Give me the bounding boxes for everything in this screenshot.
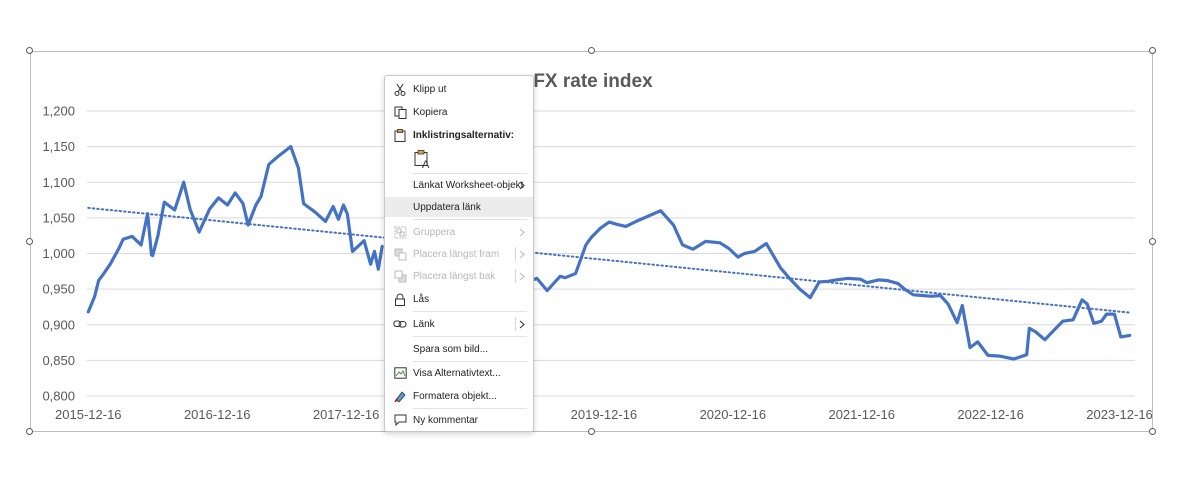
menu-label-group: Gruppera xyxy=(413,226,456,238)
copy-icon xyxy=(393,105,407,119)
menu-label-alt-text: Visa Alternativtext... xyxy=(413,367,501,379)
menu-label-send-to-back: Placera längst bak xyxy=(413,270,496,282)
y-tick-label: 0,900 xyxy=(42,317,75,332)
y-tick-label: 1,200 xyxy=(42,104,75,119)
menu-separator xyxy=(413,336,527,337)
chart-title: FX rate index xyxy=(533,71,653,92)
x-tick-label: 2023-12-16 xyxy=(1086,407,1153,422)
chevron-right-icon xyxy=(517,319,527,329)
resize-handle-top-center[interactable] xyxy=(588,47,595,54)
alt-text-icon xyxy=(393,366,407,380)
paste-text-icon: A xyxy=(413,149,431,169)
scissors-icon xyxy=(393,82,407,96)
comment-icon xyxy=(393,413,407,427)
menu-paste-options-header: Inklistringsalternativ: xyxy=(385,125,533,145)
trendline xyxy=(87,206,1131,314)
paste-keep-text-button[interactable]: A xyxy=(385,147,533,171)
menu-label-save-as-picture: Spara som bild... xyxy=(413,343,489,355)
lock-icon xyxy=(393,292,407,306)
y-tick-label: 1,100 xyxy=(42,175,75,190)
x-tick-label: 2021-12-16 xyxy=(828,407,895,422)
menu-item-alt-text[interactable]: Visa Alternativtext... xyxy=(385,363,533,383)
menu-label-update-link: Uppdatera länk xyxy=(413,201,481,213)
y-tick-label: 1,150 xyxy=(42,139,75,154)
menu-item-update-link[interactable]: Uppdatera länk xyxy=(385,197,533,217)
x-axis-ticks: 2015-12-162016-12-162017-12-162018-12-16… xyxy=(55,407,1153,422)
x-tick-label: 2015-12-16 xyxy=(55,407,122,422)
menu-separator xyxy=(413,361,527,362)
resize-handle-top-right[interactable] xyxy=(1149,47,1156,54)
group-icon xyxy=(393,225,407,239)
menu-label-bring-to-front: Placera längst fram xyxy=(413,248,500,260)
x-tick-label: 2016-12-16 xyxy=(184,407,251,422)
menu-item-bring-to-front: Placera längst fram xyxy=(385,244,533,264)
x-tick-label: 2022-12-16 xyxy=(957,407,1024,422)
menu-label-lock: Lås xyxy=(413,293,430,305)
y-tick-label: 0,950 xyxy=(42,282,75,297)
trendline-layer xyxy=(87,206,1131,314)
series-line xyxy=(86,144,384,314)
context-menu: Klipp ut Kopiera Inklistringsalternativ:… xyxy=(384,75,534,432)
chevron-right-icon xyxy=(517,227,527,237)
svg-text:A: A xyxy=(422,159,430,169)
submenu-divider xyxy=(515,269,516,283)
menu-item-send-to-back: Placera längst bak xyxy=(385,266,533,286)
x-tick-label: 2020-12-16 xyxy=(700,407,767,422)
send-to-back-icon xyxy=(393,269,407,283)
menu-item-format-object[interactable]: Formatera objekt... xyxy=(385,386,533,406)
menu-item-new-comment[interactable]: Ny kommentar xyxy=(385,410,533,430)
menu-label-new-comment: Ny kommentar xyxy=(413,414,479,426)
format-icon xyxy=(393,389,407,403)
link-icon xyxy=(393,317,407,331)
chevron-right-icon xyxy=(517,271,527,281)
clipboard-icon xyxy=(393,128,407,142)
submenu-divider xyxy=(515,247,516,261)
menu-label-copy: Kopiera xyxy=(413,106,448,118)
chevron-right-icon xyxy=(517,249,527,259)
line-chart: 0,800 0,850 0,900 0,950 1,000 1,050 1,100 1,150… xyxy=(42,71,1153,422)
resize-handle-bottom-center[interactable] xyxy=(588,428,595,435)
series-line xyxy=(491,209,1132,361)
y-tick-label: 1,000 xyxy=(42,246,75,261)
menu-item-save-as-picture[interactable]: Spara som bild... xyxy=(385,339,533,359)
bring-to-front-icon xyxy=(393,247,407,261)
chevron-right-icon xyxy=(517,180,527,190)
menu-item-group: Gruppera xyxy=(385,222,533,242)
resize-handle-bottom-left[interactable] xyxy=(26,428,33,435)
resize-handle-middle-left[interactable] xyxy=(26,238,33,245)
resize-handle-middle-right[interactable] xyxy=(1149,238,1156,245)
submenu-divider xyxy=(515,317,516,331)
y-tick-label: 0,800 xyxy=(42,389,75,404)
menu-separator xyxy=(413,173,527,174)
menu-label-format-object: Formatera objekt... xyxy=(413,390,497,402)
resize-handle-bottom-right[interactable] xyxy=(1149,428,1156,435)
menu-label-cut: Klipp ut xyxy=(413,83,447,95)
y-axis-ticks: 0,800 0,850 0,900 0,950 1,000 1,050 1,100 1,150… xyxy=(42,104,75,404)
menu-separator xyxy=(413,311,527,312)
menu-item-linked-object[interactable]: Länkat Worksheet-objekt xyxy=(385,175,533,195)
series-layer xyxy=(86,144,1132,361)
y-tick-label: 0,850 xyxy=(42,353,75,368)
y-tick-label: 1,050 xyxy=(42,210,75,225)
menu-separator xyxy=(413,408,527,409)
menu-label-paste-options: Inklistringsalternativ: xyxy=(413,129,515,141)
menu-item-cut[interactable]: Klipp ut xyxy=(385,79,533,99)
resize-handle-top-left[interactable] xyxy=(26,47,33,54)
chart-area[interactable]: 0,800 0,850 0,900 0,950 1,000 1,050 1,100 1,150… xyxy=(30,51,1153,432)
menu-item-link[interactable]: Länk xyxy=(385,314,533,334)
menu-item-lock[interactable]: Lås xyxy=(385,289,533,309)
menu-item-copy[interactable]: Kopiera xyxy=(385,102,533,122)
menu-label-link: Länk xyxy=(413,318,435,330)
menu-label-linked-object: Länkat Worksheet-objekt xyxy=(413,179,524,191)
gridlines xyxy=(87,110,1135,397)
x-tick-label: 2019-12-16 xyxy=(571,407,638,422)
x-tick-label: 2017-12-16 xyxy=(313,407,380,422)
menu-separator xyxy=(413,219,527,220)
